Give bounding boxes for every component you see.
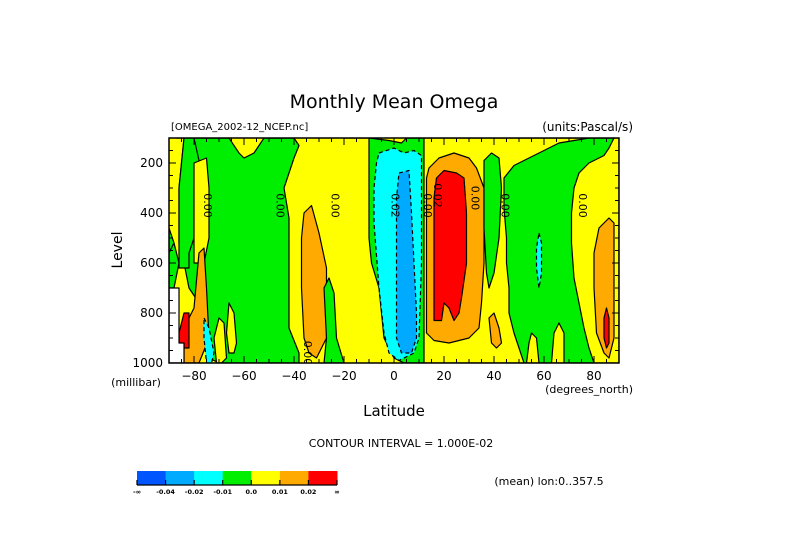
colorbar-label: -0.01	[213, 488, 232, 496]
contour-region-green	[323, 277, 345, 363]
colorbar-swatch	[137, 471, 167, 485]
plot-area: 0.00 0.00 0.00 0.02 0.000.02 0.00 0.00 0.000.00	[169, 138, 619, 366]
contour-region-green	[483, 152, 503, 289]
units-label: (units:Pascal/s)	[542, 120, 633, 134]
x-tick-label: 20	[436, 369, 451, 383]
contour-region-yellow	[225, 302, 238, 354]
contour-region-orange	[183, 247, 210, 363]
colorbar-label: 0.02	[300, 488, 316, 496]
y-tick-label: 1000	[132, 356, 163, 370]
contour-label: 0.02	[431, 183, 444, 208]
colorbar-swatch	[308, 471, 338, 485]
contour-region-yellow	[193, 157, 210, 264]
contour-label: 0.00	[499, 193, 512, 218]
x-axis-units: (degrees_north)	[545, 383, 633, 396]
colorbar-label: 0.0	[246, 488, 258, 496]
colorbar: -∞ -0.04 -0.02 -0.01 0.0 0.01 0.02 ∞	[133, 471, 340, 496]
x-tick-label: 60	[536, 369, 551, 383]
colorbar-swatch	[194, 471, 224, 485]
contour-region-yellow	[550, 322, 565, 363]
y-tick-label: 400	[140, 206, 163, 220]
x-tick-label: 40	[486, 369, 501, 383]
colorbar-swatch	[165, 471, 195, 485]
y-tick-label: 600	[140, 256, 163, 270]
contour-region-green	[169, 242, 180, 289]
contour-label: 0.00	[469, 186, 482, 211]
contour-label: 0.00	[274, 193, 287, 218]
y-tick-label: 800	[140, 306, 163, 320]
contour-region-missing	[169, 287, 185, 363]
x-tick-label: −20	[331, 369, 356, 383]
y-axis-label: Level	[110, 232, 126, 269]
chart-title: Monthly Mean Omega	[290, 91, 499, 113]
contour-region-cyan	[203, 317, 215, 363]
colorbar-swatch	[251, 471, 281, 485]
contour-region-cyan	[535, 232, 543, 289]
y-tick-label: 200	[140, 156, 163, 170]
colorbar-label: -∞	[133, 488, 141, 496]
colorbar-swatch	[279, 471, 309, 485]
contour-label: 0.00	[421, 193, 434, 218]
contour-interval-text: CONTOUR INTERVAL = 1.000E-02	[309, 437, 493, 450]
contour-region-red	[433, 169, 468, 322]
y-axis-units: (millibar)	[111, 376, 161, 389]
x-tick-label: −40	[281, 369, 306, 383]
contour-region-yellow	[213, 317, 228, 363]
colorbar-label: -0.04	[156, 488, 175, 496]
colorbar-label: 0.01	[272, 488, 289, 496]
colorbar-label: -0.02	[185, 488, 204, 496]
contour-region-orange	[300, 204, 328, 359]
contour-region-red	[603, 307, 610, 349]
colorbar-label: ∞	[334, 488, 339, 496]
x-tick-label: 0	[390, 369, 398, 383]
contour-label: 0.00	[329, 193, 342, 218]
x-tick-label: 80	[586, 369, 601, 383]
contour-region-orange	[488, 312, 503, 349]
contour-region-yellow	[525, 332, 540, 363]
x-tick-label: −60	[231, 369, 256, 383]
contour-region-lightblue	[395, 169, 418, 354]
colorbar-swatch	[222, 471, 252, 485]
file-label: [OMEGA_2002-12_NCEP.nc]	[171, 122, 308, 133]
contour-label: 0.00	[576, 193, 589, 218]
contour-label: 0.00	[301, 341, 314, 366]
contour-label: 0.02	[389, 193, 402, 218]
x-axis-label: Latitude	[363, 402, 425, 420]
footer-text: (mean) lon:0..357.5	[494, 475, 603, 488]
contour-label: 0.00	[201, 193, 214, 218]
contour-region-green	[503, 138, 615, 363]
x-tick-label: −80	[181, 369, 206, 383]
